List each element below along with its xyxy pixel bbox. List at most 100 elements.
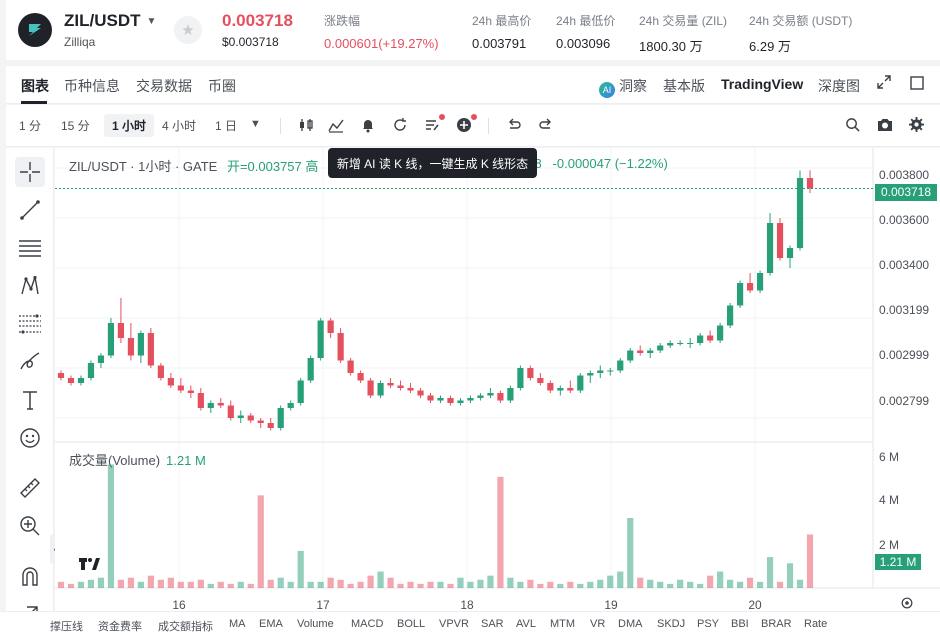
candle-body (587, 373, 594, 376)
pair-selector[interactable]: ZIL/USDT ▼ (64, 11, 156, 31)
candle-body (746, 283, 754, 291)
candle-body (806, 178, 814, 189)
axis-settings-icon[interactable] (900, 596, 914, 615)
interval-1d[interactable]: 1 日 (215, 119, 238, 133)
ticker-header: ZIL/USDT ▼ Zilliqa ★ 0.003718 $0.003718 … (6, 0, 940, 60)
volume-bar (277, 577, 284, 588)
stat-change: 涨跌幅 0.000601(+19.27%) (324, 14, 439, 51)
candle-body (237, 415, 244, 418)
chart-area[interactable]: ZIL/USDT · 1小时 · GATE 开=0.003757 高 718 -… (55, 148, 940, 618)
indicator-0[interactable]: 撑压线 (50, 621, 83, 633)
alert-icon[interactable] (360, 117, 376, 136)
pattern-icon[interactable] (15, 271, 45, 301)
time-axis-label: 17 (316, 598, 330, 612)
indicator-17[interactable]: BRAR (761, 618, 792, 630)
emoji-icon[interactable] (15, 423, 45, 453)
crosshair-icon[interactable] (15, 157, 45, 187)
indicator-3[interactable]: MA (229, 618, 246, 630)
ruler-icon[interactable] (15, 473, 45, 503)
indicator-13[interactable]: DMA (618, 618, 643, 630)
ai-feature-tooltip: 新增 AI 读 K 线，一键生成 K 线形态 (328, 148, 537, 178)
indicator-9[interactable]: SAR (481, 618, 504, 630)
redo-icon[interactable] (538, 117, 554, 136)
indicator-10[interactable]: AVL (516, 618, 536, 630)
interval-1m[interactable]: 1 分 (19, 119, 42, 133)
candle-body (327, 320, 334, 333)
indicator-7[interactable]: BOLL (397, 618, 426, 630)
interval-dropdown-icon[interactable]: ▼ (250, 118, 261, 130)
indicator-16[interactable]: BBI (731, 618, 749, 630)
candlestick-chart[interactable] (55, 148, 940, 618)
text-tool-icon[interactable] (15, 385, 45, 415)
favorite-star-icon[interactable]: ★ (174, 16, 202, 44)
replay-icon[interactable] (392, 117, 408, 136)
tab-trade-data[interactable]: 交易数据 (136, 78, 192, 94)
tab-chart[interactable]: 图表 (21, 78, 49, 94)
candle-body (597, 370, 604, 373)
volume-bar (67, 583, 75, 588)
candle-body (776, 223, 784, 258)
ai-insight-button[interactable]: AI 洞察 (599, 76, 647, 98)
indicator-12[interactable]: VR (590, 618, 606, 630)
basic-view-button[interactable]: 基本版 (663, 78, 705, 94)
volume-bar (367, 575, 374, 588)
candle-body (717, 325, 724, 341)
gear-icon[interactable] (909, 117, 924, 135)
indicator-2[interactable]: 成交额指标 (158, 621, 213, 633)
tab-coin-circle[interactable]: 币圈 (208, 78, 236, 94)
tab-coin-info[interactable]: 币种信息 (64, 78, 120, 94)
volume-bar (77, 581, 85, 588)
fibonacci-icon[interactable] (15, 309, 45, 339)
depth-chart-button[interactable]: 深度图 (818, 78, 860, 94)
candle-body (367, 380, 374, 396)
volume-bar (517, 581, 524, 588)
indicator-4[interactable]: EMA (259, 618, 283, 630)
indicator-1[interactable]: 资金费率 (98, 621, 142, 633)
candle-body (317, 320, 324, 358)
tradingview-button[interactable]: TradingView (721, 76, 804, 92)
horizontal-lines-icon[interactable] (15, 233, 45, 263)
candle-body (297, 380, 304, 403)
indicator-8[interactable]: VPVR (439, 618, 469, 630)
candle-type-icon[interactable] (298, 117, 314, 136)
volume-bar (687, 581, 694, 588)
volume-bar (766, 557, 774, 588)
candle-body (657, 345, 664, 351)
candle-body (157, 365, 164, 378)
indicator-11[interactable]: MTM (550, 618, 576, 630)
interval-1h[interactable]: 1 小时 (104, 114, 155, 137)
ai-kline-icon[interactable] (424, 114, 445, 136)
volume-bar (147, 575, 154, 588)
candle-body (107, 323, 115, 356)
search-icon[interactable] (845, 117, 860, 135)
indicators-icon[interactable] (328, 117, 344, 136)
indicator-14[interactable]: SKDJ (657, 618, 686, 630)
magnet-icon[interactable] (15, 561, 45, 591)
time-axis-label: 19 (604, 598, 618, 612)
window-icon[interactable] (910, 76, 924, 93)
volume-bar (427, 581, 434, 588)
volume-axis-label: 2 M (879, 538, 900, 552)
candle-body (637, 350, 644, 353)
brush-icon[interactable] (15, 347, 45, 377)
undo-icon[interactable] (506, 117, 522, 136)
candle-body (77, 378, 85, 383)
indicator-6[interactable]: MACD (351, 618, 384, 630)
candle-body (687, 343, 694, 344)
volume-bar (756, 581, 764, 588)
expand-icon[interactable] (877, 75, 891, 92)
camera-icon[interactable] (877, 117, 893, 135)
candle-body (137, 333, 144, 356)
volume-bar (727, 579, 734, 588)
candle-body (187, 390, 194, 393)
indicator-15[interactable]: PSY (697, 618, 720, 630)
candle-body (457, 400, 464, 403)
interval-15m[interactable]: 15 分 (61, 119, 90, 133)
zoom-in-icon[interactable] (15, 511, 45, 541)
volume-bar (307, 581, 314, 588)
indicator-5[interactable]: Volume (297, 618, 334, 630)
indicator-18[interactable]: Rate (804, 618, 828, 630)
add-icon[interactable] (456, 114, 477, 136)
trendline-icon[interactable] (15, 195, 45, 225)
interval-4h[interactable]: 4 小时 (162, 119, 197, 133)
